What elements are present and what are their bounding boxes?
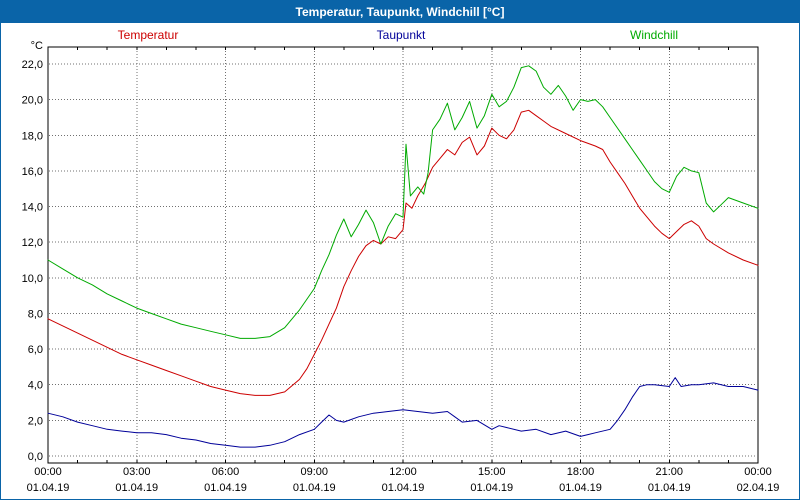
series-line-taupunkt xyxy=(47,377,759,448)
y-axis-label: 20,0 xyxy=(22,95,43,107)
y-axis-label: 8,0 xyxy=(28,308,43,320)
x-axis-date-label: 01.04.19 xyxy=(470,482,513,494)
y-axis-label: 10,0 xyxy=(22,273,43,285)
x-axis-time-label: 09:00 xyxy=(300,466,328,478)
chart-legend: Temperatur Taupunkt Windchill xyxy=(1,28,799,44)
x-axis-time-label: 15:00 xyxy=(478,466,506,478)
chart-area: Temperatur Taupunkt Windchill °C 0,0 2,0 4,… xyxy=(1,23,799,499)
x-axis-time-label: 00:00 xyxy=(34,466,62,478)
y-axis-label: 4,0 xyxy=(28,380,43,392)
x-axis-date-label: 01.04.19 xyxy=(648,482,691,494)
series-line-windchill xyxy=(47,65,759,339)
x-axis-time-label: 00:00 xyxy=(744,466,772,478)
series-line-temperatur xyxy=(47,109,759,396)
x-axis-time-label: 03:00 xyxy=(123,466,151,478)
x-axis-date-label: 01.04.19 xyxy=(27,482,70,494)
y-axis-unit-label: °C xyxy=(31,40,43,52)
x-axis-time-label: 18:00 xyxy=(567,466,595,478)
x-axis-date-label: 01.04.19 xyxy=(293,482,336,494)
y-axis-label: 14,0 xyxy=(22,202,43,214)
y-axis-label: 2,0 xyxy=(28,415,43,427)
legend-taupunkt: Taupunkt xyxy=(376,28,426,42)
y-axis-label: 0,0 xyxy=(28,451,43,463)
y-axis-label: 22,0 xyxy=(22,59,43,71)
y-axis-label: 18,0 xyxy=(22,130,43,142)
x-axis-date-label: 01.04.19 xyxy=(115,482,158,494)
x-axis-time-label: 21:00 xyxy=(655,466,683,478)
chart-plot: °C 0,0 2,0 4,0 6,0 8,0 10,0 12,0 14,0 16,0 18,0 20,… xyxy=(22,40,780,494)
x-axis-date-label: 02.04.19 xyxy=(737,482,780,494)
y-axis-label: 6,0 xyxy=(28,344,43,356)
legend-temperatur: Temperatur xyxy=(117,28,179,42)
y-axis-label: 12,0 xyxy=(22,237,43,249)
x-axis-date-label: 01.04.19 xyxy=(204,482,247,494)
window-title-bar: Temperatur, Taupunkt, Windchill [°C] xyxy=(1,1,799,23)
x-axis-date-label: 01.04.19 xyxy=(382,482,425,494)
x-axis-time-label: 06:00 xyxy=(212,466,240,478)
legend-windchill: Windchill xyxy=(629,28,679,42)
window-title: Temperatur, Taupunkt, Windchill [°C] xyxy=(295,5,505,19)
plot-frame xyxy=(47,46,759,464)
y-axis-label: 16,0 xyxy=(22,166,43,178)
x-axis-time-label: 12:00 xyxy=(389,466,417,478)
x-axis-date-label: 01.04.19 xyxy=(559,482,602,494)
